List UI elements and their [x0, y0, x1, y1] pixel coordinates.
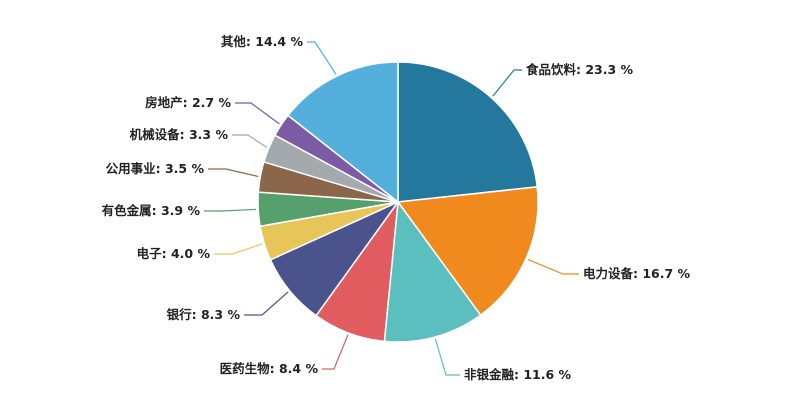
leader-line-11	[307, 41, 337, 75]
pie-slice-11	[287, 61, 399, 203]
slice-label-8: 公用事业: 3.5 %	[106, 161, 205, 176]
pie-slice-3	[383, 201, 482, 343]
leader-line-9	[232, 134, 268, 149]
leader-line-6	[214, 243, 263, 255]
leader-line-10	[235, 102, 280, 125]
slice-label-1: 食品饮料: 23.3 %	[525, 62, 634, 77]
leader-line-1	[492, 69, 522, 97]
slice-label-5: 银行: 8.3 %	[167, 307, 241, 322]
slice-label-6: 电子: 4.0 %	[137, 246, 211, 261]
slice-labels: 食品饮料: 23.3 % 电力设备: 16.7 % 非银金融: 11.6 % 医药生物…	[102, 34, 691, 382]
leader-line-4	[322, 334, 349, 370]
pie-slice-2	[397, 186, 539, 316]
slice-label-7: 有色金属: 3.9 %	[102, 203, 201, 218]
slice-label-4: 医药生物: 8.4 %	[220, 361, 319, 376]
slice-label-2: 电力设备: 16.7 %	[583, 266, 691, 281]
slice-label-11: 其他: 14.4 %	[221, 34, 304, 49]
slice-label-9: 机械设备: 3.3 %	[130, 127, 229, 142]
leader-line-3	[434, 338, 460, 376]
slice-label-10: 房地产: 2.7 %	[145, 95, 231, 110]
leader-line-5	[244, 291, 289, 316]
pie-slice-1	[397, 61, 538, 203]
leader-line-8	[208, 168, 259, 178]
leader-line-7	[204, 208, 257, 212]
leader-lines	[204, 41, 579, 376]
pie-slices	[257, 61, 539, 343]
slice-label-3: 非银金融: 11.6 %	[464, 367, 572, 382]
leader-line-2	[527, 258, 579, 275]
